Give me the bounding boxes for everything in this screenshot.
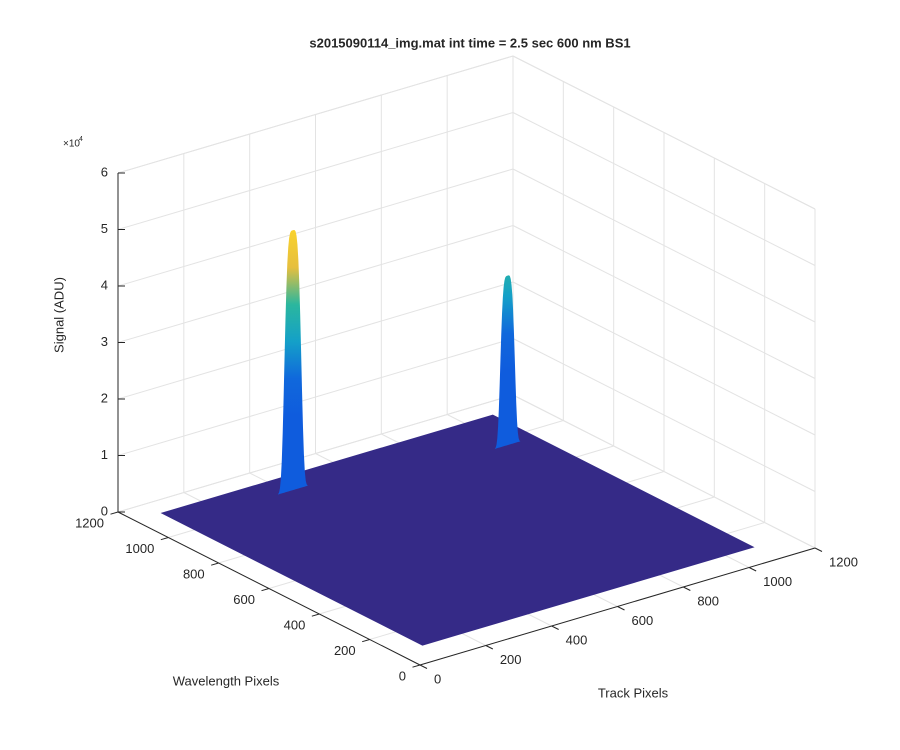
grid-line: [512, 394, 816, 549]
y-tick-label: 1000: [125, 541, 154, 556]
grid-line: [512, 168, 816, 323]
box-edge: [512, 55, 816, 210]
y-tick-label: 1200: [75, 515, 104, 530]
x-tick: [485, 645, 494, 650]
x-axis-label: Track Pixels: [598, 685, 669, 700]
x-tick-label: 200: [500, 652, 522, 667]
grid-line: [117, 225, 514, 343]
y-tick: [160, 537, 169, 541]
y-tick: [362, 639, 370, 643]
x-tick-label: 400: [566, 632, 588, 647]
x-tick: [748, 567, 757, 572]
x-tick-label: 1200: [829, 554, 858, 569]
grid-line: [117, 112, 514, 230]
grid-line: [512, 112, 816, 266]
y-tick-label: 400: [284, 617, 306, 632]
y-tick: [211, 562, 219, 566]
z-tick-label: 2: [101, 390, 108, 405]
z-axis-label: Signal (ADU): [51, 277, 66, 353]
grid-line: [512, 338, 816, 492]
z-exponent-power: 4: [79, 136, 83, 143]
x-tick: [551, 625, 559, 630]
y-tick-label: 0: [399, 668, 406, 683]
y-tick: [311, 613, 320, 617]
z-exponent: ×10: [63, 139, 80, 150]
y-tick-label: 600: [233, 592, 255, 607]
grid-line: [117, 338, 514, 456]
x-tick: [617, 606, 625, 611]
y-tick: [261, 588, 270, 592]
x-tick: [683, 586, 691, 591]
chart-title: s2015090114_img.mat int time = 2.5 sec 6…: [309, 35, 630, 50]
grid-line: [117, 168, 514, 287]
grid-line: [117, 281, 514, 400]
grid-line: [117, 394, 514, 513]
y-tick-label: 800: [183, 566, 205, 581]
y-tick: [110, 511, 119, 515]
z-tick-label: 4: [101, 277, 108, 292]
box-edge: [117, 55, 514, 174]
y-axis-label: Wavelength Pixels: [173, 673, 280, 688]
z-tick-label: 3: [101, 334, 108, 349]
grid-line: [512, 281, 816, 436]
x-tick-label: 0: [434, 671, 441, 686]
grid-line: [512, 225, 816, 379]
x-tick: [419, 664, 428, 669]
peak: [494, 275, 521, 449]
x-tick-label: 1000: [763, 574, 792, 589]
z-tick-label: 6: [101, 164, 108, 179]
y-tick-label: 200: [334, 643, 356, 658]
peak: [278, 229, 308, 495]
z-tick-label: 1: [101, 447, 108, 462]
z-tick-label: 0: [101, 503, 108, 518]
x-tick-label: 800: [697, 593, 719, 608]
z-tick-label: 5: [101, 221, 108, 236]
x-tick-label: 600: [632, 613, 654, 628]
x-tick: [814, 547, 823, 552]
surface-plane: [160, 414, 755, 646]
y-tick: [412, 664, 421, 668]
